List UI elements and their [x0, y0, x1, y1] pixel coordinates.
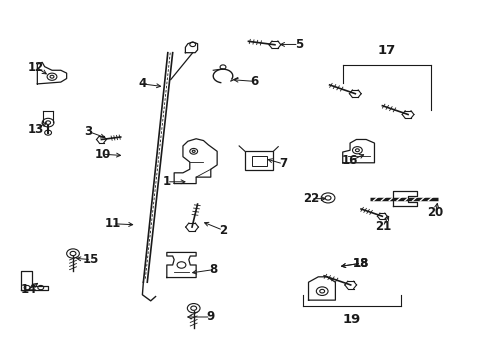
Text: 7: 7 [279, 157, 287, 170]
Text: 22: 22 [303, 192, 319, 205]
Text: 9: 9 [207, 310, 215, 324]
Text: 2: 2 [219, 224, 227, 237]
Text: 20: 20 [427, 207, 443, 220]
Text: 4: 4 [138, 77, 147, 90]
Text: 15: 15 [83, 253, 99, 266]
Text: 18: 18 [353, 257, 369, 270]
Text: 10: 10 [94, 148, 110, 161]
Text: 11: 11 [105, 217, 121, 230]
Text: 14: 14 [21, 283, 37, 296]
Text: 18: 18 [353, 257, 369, 270]
Text: 6: 6 [251, 75, 259, 88]
Text: 5: 5 [294, 38, 303, 51]
Text: 16: 16 [342, 154, 358, 167]
Text: 13: 13 [28, 122, 44, 136]
Text: 17: 17 [378, 44, 396, 57]
Text: 3: 3 [85, 125, 93, 138]
Text: 19: 19 [343, 314, 361, 327]
Text: 21: 21 [375, 220, 391, 233]
Text: 1: 1 [163, 175, 171, 188]
Text: 12: 12 [28, 60, 44, 73]
Text: 8: 8 [209, 263, 218, 276]
